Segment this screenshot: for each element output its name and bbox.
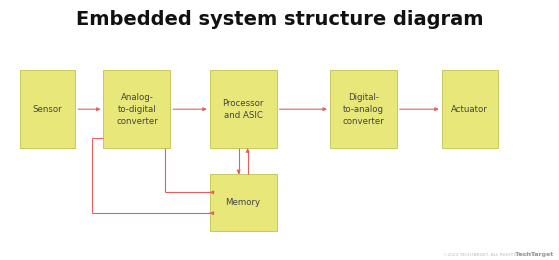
Text: ©2023 TECHTARGET. ALL RIGHTS RESERVED.: ©2023 TECHTARGET. ALL RIGHTS RESERVED. bbox=[443, 254, 542, 257]
FancyBboxPatch shape bbox=[210, 70, 277, 148]
Text: Analog-
to-digital
converter: Analog- to-digital converter bbox=[116, 93, 158, 126]
Text: Actuator: Actuator bbox=[451, 105, 488, 114]
FancyBboxPatch shape bbox=[20, 70, 75, 148]
Text: Memory: Memory bbox=[226, 198, 260, 207]
Text: Digital-
to-analog
converter: Digital- to-analog converter bbox=[343, 93, 384, 126]
Text: Embedded system structure diagram: Embedded system structure diagram bbox=[76, 10, 483, 29]
FancyBboxPatch shape bbox=[210, 174, 277, 231]
Text: Processor
and ASIC: Processor and ASIC bbox=[222, 99, 264, 120]
FancyBboxPatch shape bbox=[103, 70, 170, 148]
Text: TechTarget: TechTarget bbox=[511, 252, 553, 257]
Text: Sensor: Sensor bbox=[33, 105, 62, 114]
FancyBboxPatch shape bbox=[442, 70, 498, 148]
FancyBboxPatch shape bbox=[330, 70, 397, 148]
